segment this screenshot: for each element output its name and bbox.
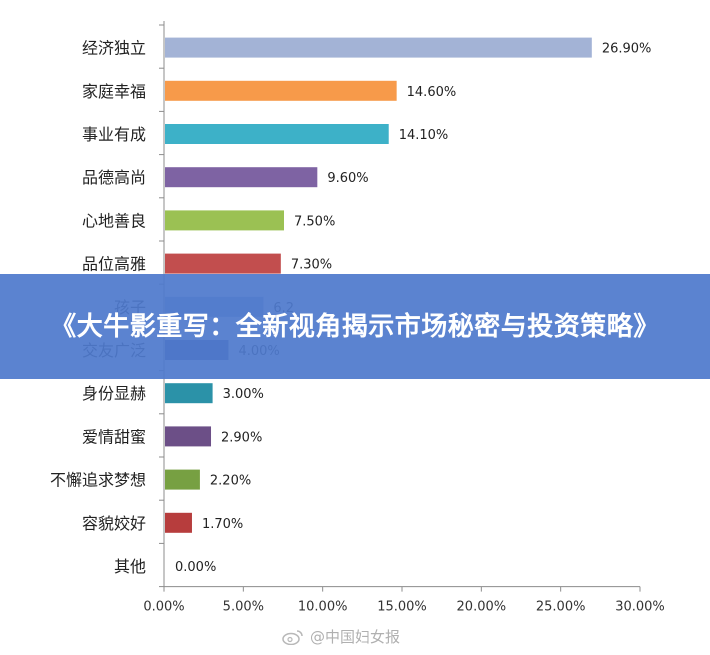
watermark-text: @中国妇女报 <box>310 628 401 646</box>
weibo-icon <box>282 629 303 645</box>
bar <box>165 383 213 404</box>
category-label: 容貌姣好 <box>82 514 146 533</box>
x-tick-label: 0.00% <box>143 600 184 615</box>
value-label: 14.10% <box>399 128 449 143</box>
x-tick-label: 20.00% <box>457 600 507 615</box>
category-label: 心地善良 <box>82 211 146 230</box>
category-label: 家庭幸福 <box>82 82 146 101</box>
category-label: 身份显赫 <box>82 384 146 403</box>
bar <box>165 124 389 144</box>
title-banner: 《大牛影重写：全新视角揭示市场秘密与投资策略》 <box>0 274 710 379</box>
value-label: 0.00% <box>175 560 216 575</box>
bar <box>165 167 318 188</box>
value-label: 26.90% <box>602 42 652 57</box>
x-tick-label: 30.00% <box>615 600 665 615</box>
category-label: 品德高尚 <box>82 168 146 187</box>
value-label: 2.90% <box>221 430 262 445</box>
x-tick-label: 25.00% <box>536 600 586 615</box>
bar <box>165 37 592 58</box>
banner-title: 《大牛影重写：全新视角揭示市场秘密与投资策略》 <box>50 311 660 342</box>
bar <box>165 469 200 490</box>
bar <box>165 210 284 231</box>
value-label: 3.00% <box>223 387 264 402</box>
category-label: 经济独立 <box>82 39 146 58</box>
bar <box>165 253 281 274</box>
value-label: 7.30% <box>291 258 332 273</box>
x-tick-label: 10.00% <box>298 600 348 615</box>
value-label: 14.60% <box>407 85 457 100</box>
category-label: 其他 <box>114 557 146 576</box>
bar <box>165 426 212 447</box>
value-label: 2.20% <box>210 474 251 489</box>
value-label: 7.50% <box>294 214 335 229</box>
bar <box>165 80 397 101</box>
value-label: 1.70% <box>202 517 243 532</box>
bar <box>165 512 192 533</box>
category-label: 事业有成 <box>82 125 146 144</box>
category-label: 品位高雅 <box>82 255 146 274</box>
x-tick-label: 5.00% <box>223 600 264 615</box>
category-label: 不懈追求梦想 <box>50 471 146 490</box>
x-tick-label: 15.00% <box>377 600 427 615</box>
value-label: 9.60% <box>327 171 368 186</box>
watermark: @中国妇女报 <box>282 626 400 647</box>
category-label: 爱情甜蜜 <box>82 427 146 446</box>
